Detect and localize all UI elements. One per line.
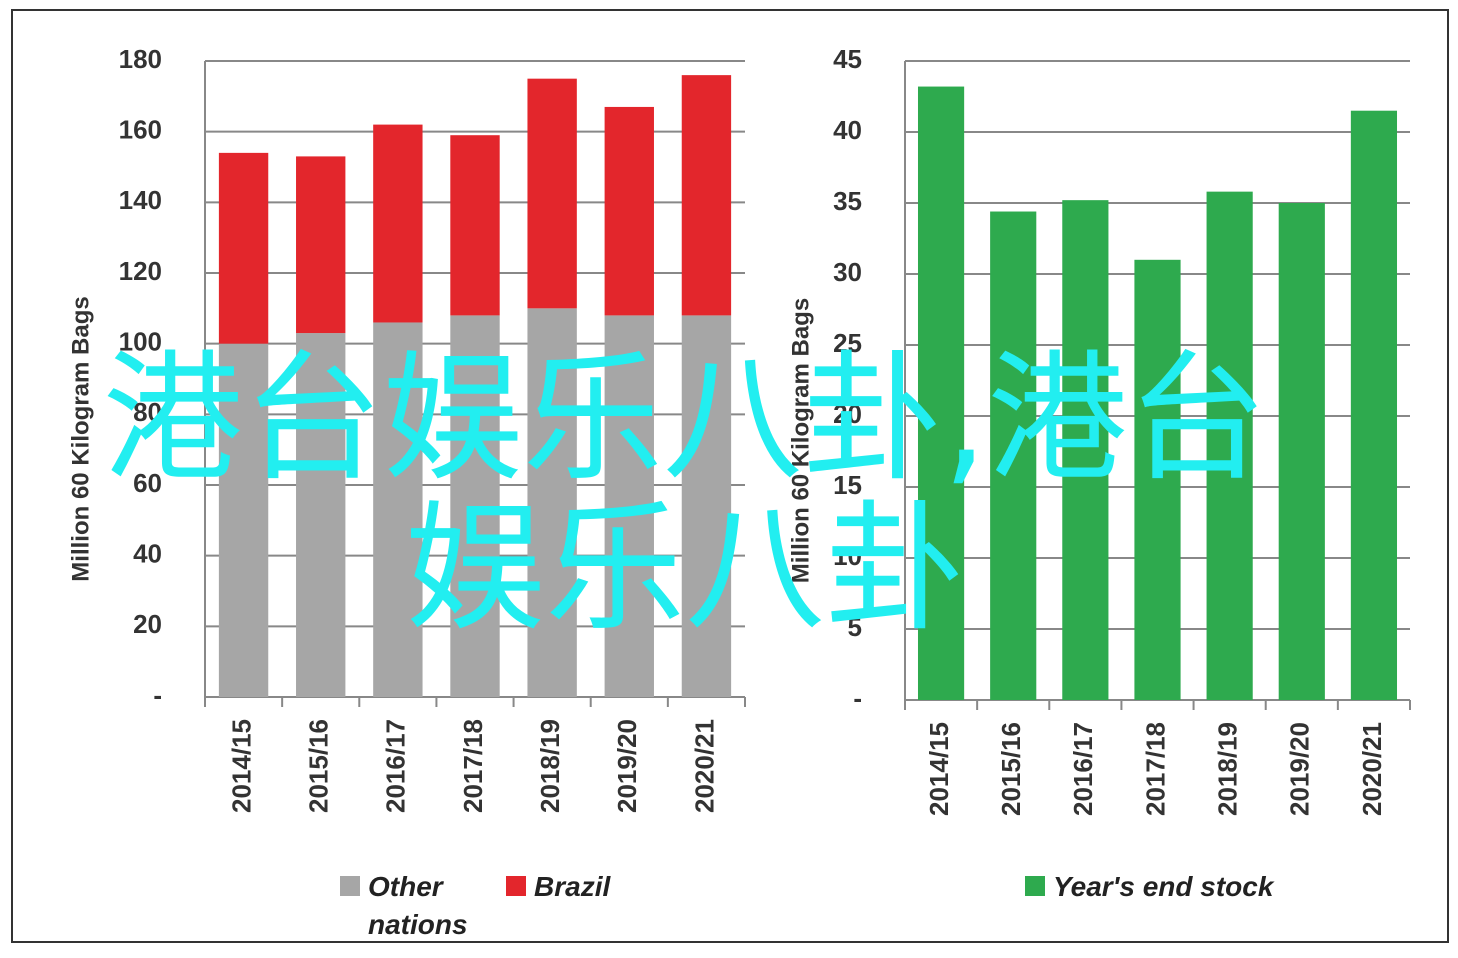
legend-item: Year's end stock <box>1025 868 1273 906</box>
y-tick-label: 40 <box>133 539 162 569</box>
y-tick-label: 5 <box>848 612 862 642</box>
y-tick-label: 120 <box>119 256 162 286</box>
legend-swatch <box>506 876 526 896</box>
legend-label: Year's end stock <box>1053 871 1274 902</box>
bar <box>527 78 577 309</box>
legend-label: Other nations <box>368 871 468 940</box>
x-tick-label: 2015/16 <box>996 722 1026 816</box>
y-tick-label: 20 <box>833 399 862 429</box>
y-tick-label: 180 <box>119 44 162 74</box>
y-tick-label: 20 <box>133 609 162 639</box>
legend-swatch <box>1025 876 1045 896</box>
y-tick-label: 80 <box>133 397 162 427</box>
bar <box>604 315 654 697</box>
bar <box>681 315 732 697</box>
y-tick-label: - <box>853 683 862 713</box>
bar <box>990 211 1037 700</box>
x-tick-label: 2014/15 <box>226 719 256 813</box>
bar <box>1206 191 1253 700</box>
bar <box>373 322 423 697</box>
y-tick-label: 40 <box>833 115 862 145</box>
x-tick-label: 2017/18 <box>458 719 488 813</box>
bar <box>296 156 346 334</box>
bar <box>296 333 346 697</box>
y-tick-label: 45 <box>833 44 862 74</box>
y-tick-label: 100 <box>119 327 162 357</box>
y-tick-label: 25 <box>833 328 862 358</box>
x-tick-label: 2018/19 <box>535 719 565 813</box>
x-tick-label: 2020/21 <box>1357 722 1387 816</box>
y-tick-label: 160 <box>119 115 162 145</box>
y-tick-label: 30 <box>833 257 862 287</box>
x-tick-label: 2019/20 <box>612 719 642 813</box>
y-axis-label: Million 60 Kilogram Bags <box>67 296 94 581</box>
y-tick-label: 60 <box>133 468 162 498</box>
y-tick-label: 15 <box>833 470 862 500</box>
legend: Year's end stock <box>1025 868 1425 906</box>
x-tick-label: 2016/17 <box>381 719 411 813</box>
frame <box>11 9 1449 943</box>
bar <box>527 308 577 697</box>
x-tick-label: 2020/21 <box>689 719 719 813</box>
legend-item: Other nations <box>340 868 478 944</box>
bar <box>604 106 654 316</box>
bar <box>218 152 269 344</box>
x-tick-label: 2016/17 <box>1068 722 1098 816</box>
y-axis-label: Million 60 Kilogram Bags <box>787 298 814 583</box>
x-tick-label: 2019/20 <box>1285 722 1315 816</box>
bar <box>373 124 423 323</box>
bar <box>1134 259 1181 700</box>
bar <box>1350 110 1398 700</box>
x-tick-label: 2015/16 <box>304 719 334 813</box>
x-tick-label: 2017/18 <box>1140 722 1170 816</box>
y-tick-label: 140 <box>119 185 162 215</box>
x-tick-label: 2014/15 <box>924 722 954 816</box>
bar <box>917 86 965 700</box>
legend-swatch <box>340 876 360 896</box>
legend: Other nations Brazil <box>340 868 640 944</box>
legend-label: Brazil <box>534 871 611 902</box>
legend-item: Brazil <box>506 868 610 906</box>
bar <box>681 75 732 316</box>
bar <box>450 315 500 697</box>
y-tick-label: 10 <box>833 541 862 571</box>
y-tick-label: - <box>153 680 162 710</box>
bar <box>1278 203 1325 700</box>
bar <box>1062 200 1109 700</box>
bar <box>218 343 269 697</box>
bar <box>450 135 500 316</box>
overlay-text: 港台娱乐八卦,港台娱乐八卦 <box>102 338 1268 651</box>
y-tick-label: 35 <box>833 186 862 216</box>
x-tick-label: 2018/19 <box>1213 722 1243 816</box>
